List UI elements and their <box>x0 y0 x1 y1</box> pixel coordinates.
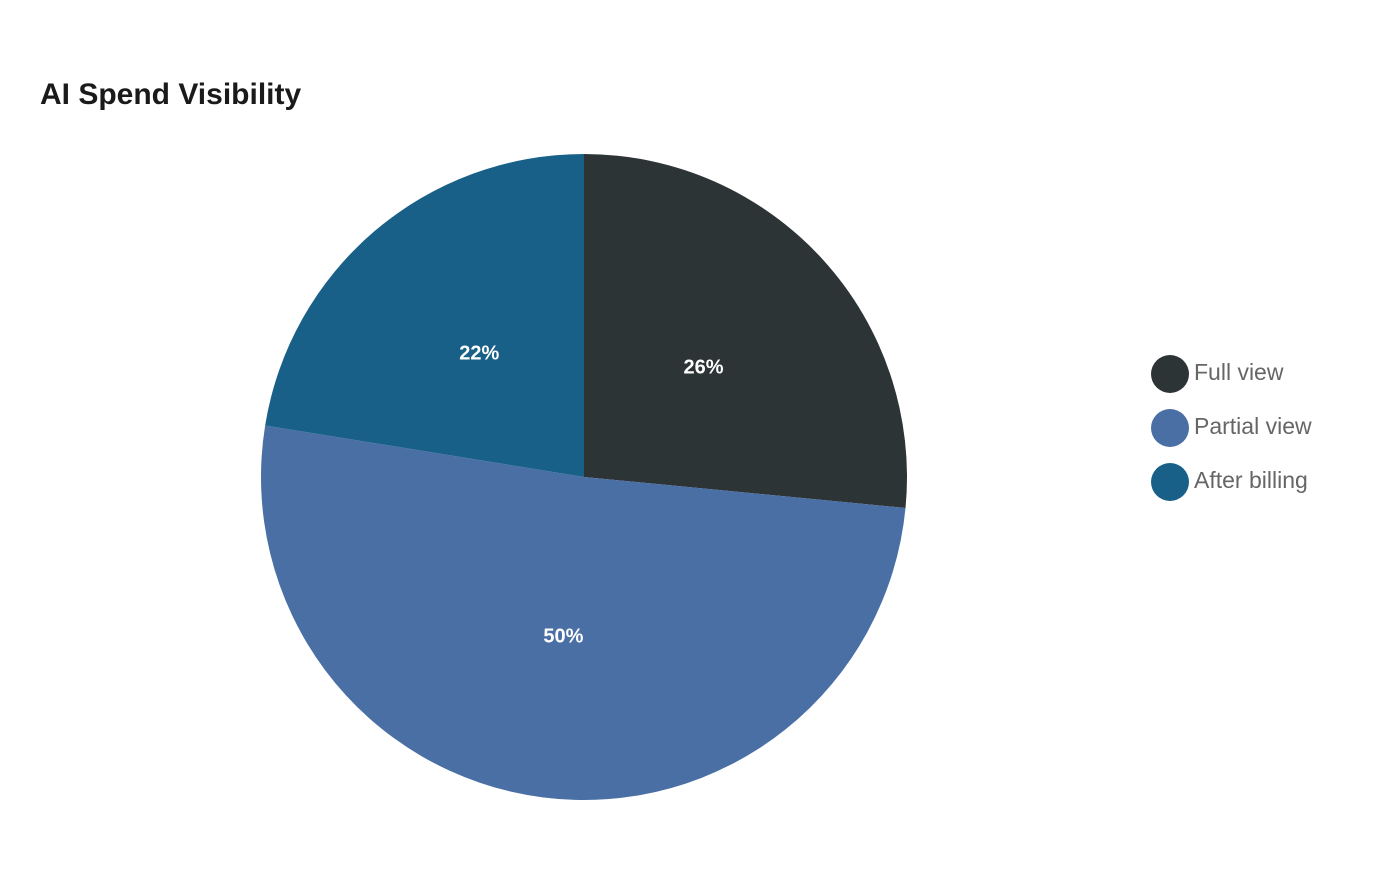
slice-label: 26% <box>684 357 724 379</box>
legend-swatch <box>1151 463 1189 501</box>
pie-slice <box>265 154 584 477</box>
legend-label: After billing <box>1194 467 1308 493</box>
legend-label: Partial view <box>1194 413 1312 439</box>
slice-label: 50% <box>543 625 583 647</box>
legend-label: Full view <box>1194 359 1284 385</box>
slice-label: 22% <box>459 342 499 364</box>
chart-title: AI Spend Visibility <box>40 78 301 111</box>
legend-swatch <box>1151 409 1189 447</box>
legend-swatch <box>1151 355 1189 393</box>
pie-slice <box>261 425 906 800</box>
pie-slice <box>584 154 907 509</box>
